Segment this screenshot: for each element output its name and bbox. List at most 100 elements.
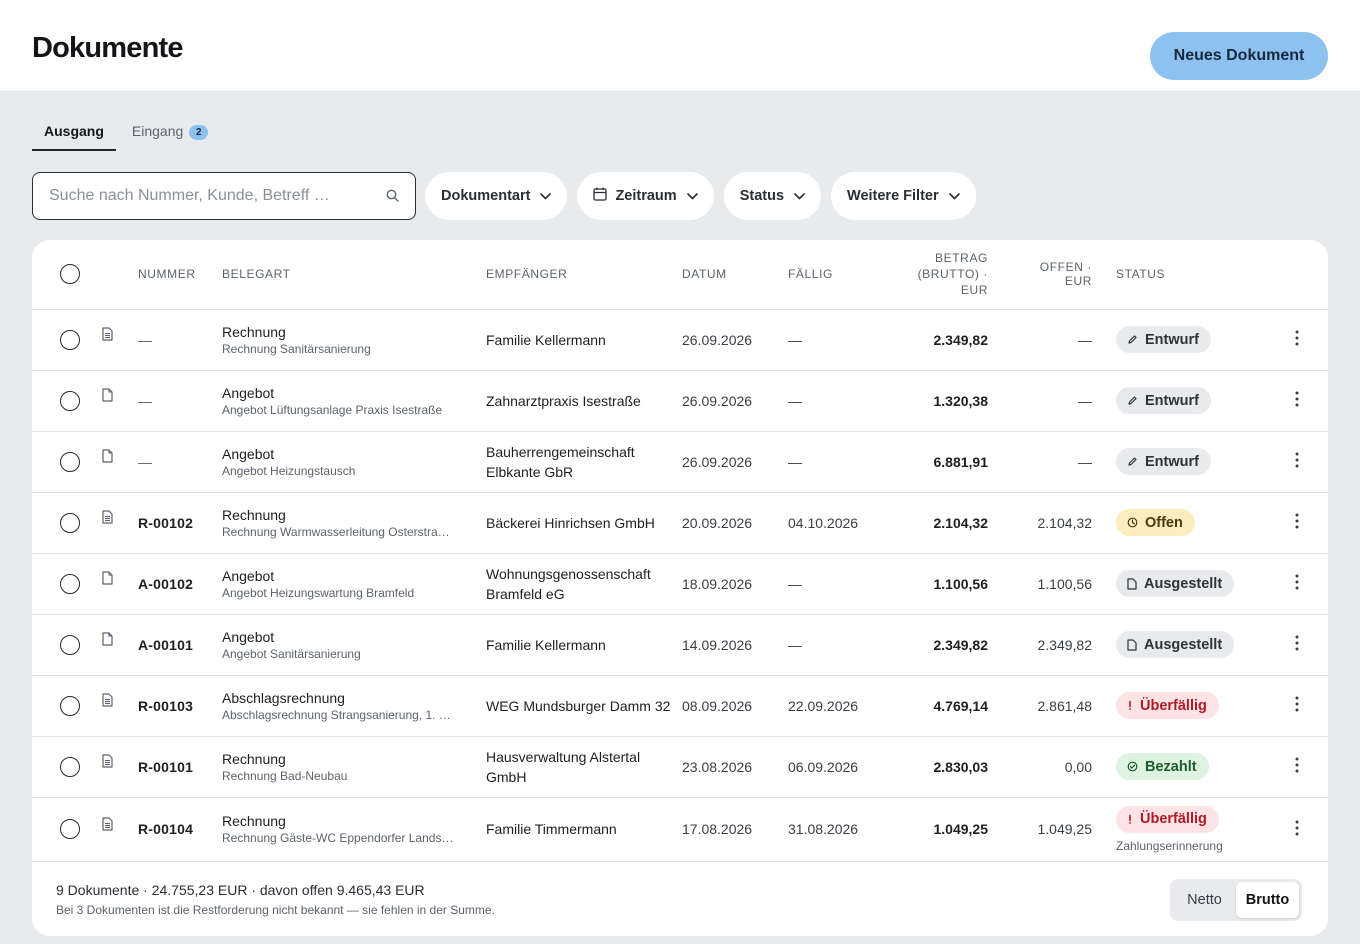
row-menu-button[interactable]	[1266, 553, 1328, 615]
due-date: —	[788, 553, 894, 615]
row-menu-button[interactable]	[1266, 797, 1328, 862]
status-label: Entwurf	[1145, 331, 1199, 348]
netto-option[interactable]: Netto	[1187, 892, 1222, 908]
status-badge: Ausgestellt	[1116, 631, 1235, 658]
open-amount: 0,00	[1010, 736, 1116, 798]
table-header-row: NUMMER BELEGART EMPFÄNGER DATUM FÄLLIG B…	[32, 240, 1328, 310]
document-subject: Angebot Heizungswartung Bramfeld	[222, 585, 415, 600]
col-number[interactable]: NUMMER	[138, 240, 222, 310]
brutto-option[interactable]: Brutto	[1236, 882, 1299, 918]
col-type[interactable]: BELEGART	[222, 240, 486, 310]
document-date: 26.09.2026	[682, 370, 788, 432]
status-label: Überfällig	[1140, 697, 1207, 714]
row-checkbox[interactable]	[60, 451, 80, 472]
document-number[interactable]: —	[138, 431, 222, 493]
col-date[interactable]: DATUM	[682, 240, 788, 310]
row-checkbox[interactable]	[60, 573, 80, 594]
table-row[interactable]: R-00104 Rechnung Rechnung Gäste-WC Eppendo…	[32, 797, 1328, 862]
chevron-down-icon	[686, 188, 698, 204]
document-number[interactable]: A-00102	[138, 553, 222, 615]
period-filter[interactable]: Zeitraum	[577, 172, 714, 220]
select-all-checkbox[interactable]	[60, 264, 80, 285]
gross-amount: 1.320,38	[894, 370, 1010, 432]
table-row[interactable]: — Angebot Angebot Lüftungsanlage Praxis Is…	[32, 370, 1328, 432]
document-number[interactable]: —	[138, 309, 222, 371]
status-filter[interactable]: Status	[723, 172, 822, 220]
document-type: Rechnung	[222, 750, 286, 767]
documents-table: NUMMER BELEGART EMPFÄNGER DATUM FÄLLIG B…	[32, 240, 1328, 862]
row-menu-button[interactable]	[1266, 431, 1328, 493]
search-icon[interactable]	[386, 189, 399, 207]
row-menu-button[interactable]	[1266, 370, 1328, 432]
tab-label: Ausgang	[44, 123, 104, 139]
table-row[interactable]: R-00103 Abschlagsrechnung Abschlagsrechnun…	[32, 675, 1328, 737]
blank-doc-icon	[102, 388, 138, 405]
recipient: Hausverwaltung Alstertal GmbH	[486, 736, 682, 798]
open-amount: 1.100,56	[1010, 553, 1116, 615]
clock-icon	[1127, 517, 1138, 528]
row-menu-button[interactable]	[1266, 736, 1328, 798]
summary-text: 9 Dokumente · 24.755,23 EUR · davon offe…	[56, 882, 425, 898]
document-type: Angebot	[222, 384, 275, 401]
row-menu-button[interactable]	[1266, 309, 1328, 371]
row-checkbox[interactable]	[60, 329, 80, 350]
document-date: 26.09.2026	[682, 309, 788, 371]
reminder-note: Zahlungserinnerung	[1116, 838, 1223, 853]
new-document-button[interactable]: Neues Dokument	[1150, 32, 1328, 80]
table-row[interactable]: A-00101 Angebot Angebot Sanitärsanierung Fa…	[32, 614, 1328, 676]
gross-amount: 2.830,03	[894, 736, 1010, 798]
status-label: Ausgestellt	[1144, 575, 1223, 592]
doctype-filter[interactable]: Dokumentart	[425, 172, 568, 220]
col-open[interactable]: OFFEN · EUR	[1010, 240, 1116, 310]
row-checkbox[interactable]	[60, 695, 80, 716]
row-menu-button[interactable]	[1266, 492, 1328, 554]
row-checkbox[interactable]	[60, 512, 80, 533]
document-number[interactable]: R-00101	[138, 736, 222, 798]
row-checkbox[interactable]	[60, 390, 80, 411]
gross-amount: 4.769,14	[894, 675, 1010, 737]
status-label: Ausgestellt	[1144, 636, 1223, 653]
more-vertical-icon	[1295, 696, 1299, 715]
chevron-down-icon	[794, 188, 805, 204]
document-number[interactable]: R-00104	[138, 797, 222, 862]
due-date: —	[788, 614, 894, 676]
document-number[interactable]: R-00103	[138, 675, 222, 737]
search-input[interactable]	[33, 173, 363, 218]
document-number[interactable]: A-00101	[138, 614, 222, 676]
document-type: Angebot	[222, 445, 275, 462]
due-date: 06.09.2026	[788, 736, 894, 798]
row-checkbox[interactable]	[60, 756, 80, 777]
col-recipient[interactable]: EMPFÄNGER	[486, 240, 682, 310]
document-date: 14.09.2026	[682, 614, 788, 676]
more-filters[interactable]: Weitere Filter	[831, 172, 976, 220]
document-subject: Rechnung Sanitärsanierung	[222, 341, 371, 356]
table-row[interactable]: R-00102 Rechnung Rechnung Warmwasserleitun…	[32, 492, 1328, 554]
net-gross-toggle: Netto Brutto	[1170, 879, 1302, 921]
tab-eingang[interactable]: Eingang 2	[120, 112, 220, 151]
due-date: 31.08.2026	[788, 797, 894, 862]
check-circle-icon	[1127, 761, 1138, 772]
row-checkbox[interactable]	[60, 634, 80, 655]
document-number[interactable]: R-00102	[138, 492, 222, 554]
row-menu-button[interactable]	[1266, 675, 1328, 737]
col-amount[interactable]: BETRAG (BRUTTO) · EUR	[894, 240, 1010, 310]
document-number[interactable]: —	[138, 370, 222, 432]
row-checkbox[interactable]	[60, 819, 80, 839]
col-due[interactable]: FÄLLIG	[788, 240, 894, 310]
tab-label: Eingang	[131, 123, 184, 139]
col-status[interactable]: STATUS	[1116, 240, 1266, 310]
open-amount: 2.104,32	[1010, 492, 1116, 554]
table-row[interactable]: — Rechnung Rechnung Sanitärsanierung Famili…	[32, 309, 1328, 371]
recipient: Zahnarztpraxis Isestraße	[486, 370, 682, 432]
table-row[interactable]: — Angebot Angebot Heizungstausch Bauherreng…	[32, 431, 1328, 493]
row-menu-button[interactable]	[1266, 614, 1328, 676]
table-row[interactable]: R-00101 Rechnung Rechnung Bad-Neubau Hausve…	[32, 736, 1328, 798]
more-vertical-icon	[1295, 391, 1299, 410]
document-date: 20.09.2026	[682, 492, 788, 554]
open-amount: —	[1010, 431, 1116, 493]
tab-ausgang[interactable]: Ausgang	[32, 112, 116, 151]
table-row[interactable]: A-00102 Angebot Angebot Heizungswartung Br…	[32, 553, 1328, 615]
due-date: —	[788, 309, 894, 371]
count-badge: 2	[189, 125, 209, 140]
pencil-icon	[1127, 456, 1138, 467]
